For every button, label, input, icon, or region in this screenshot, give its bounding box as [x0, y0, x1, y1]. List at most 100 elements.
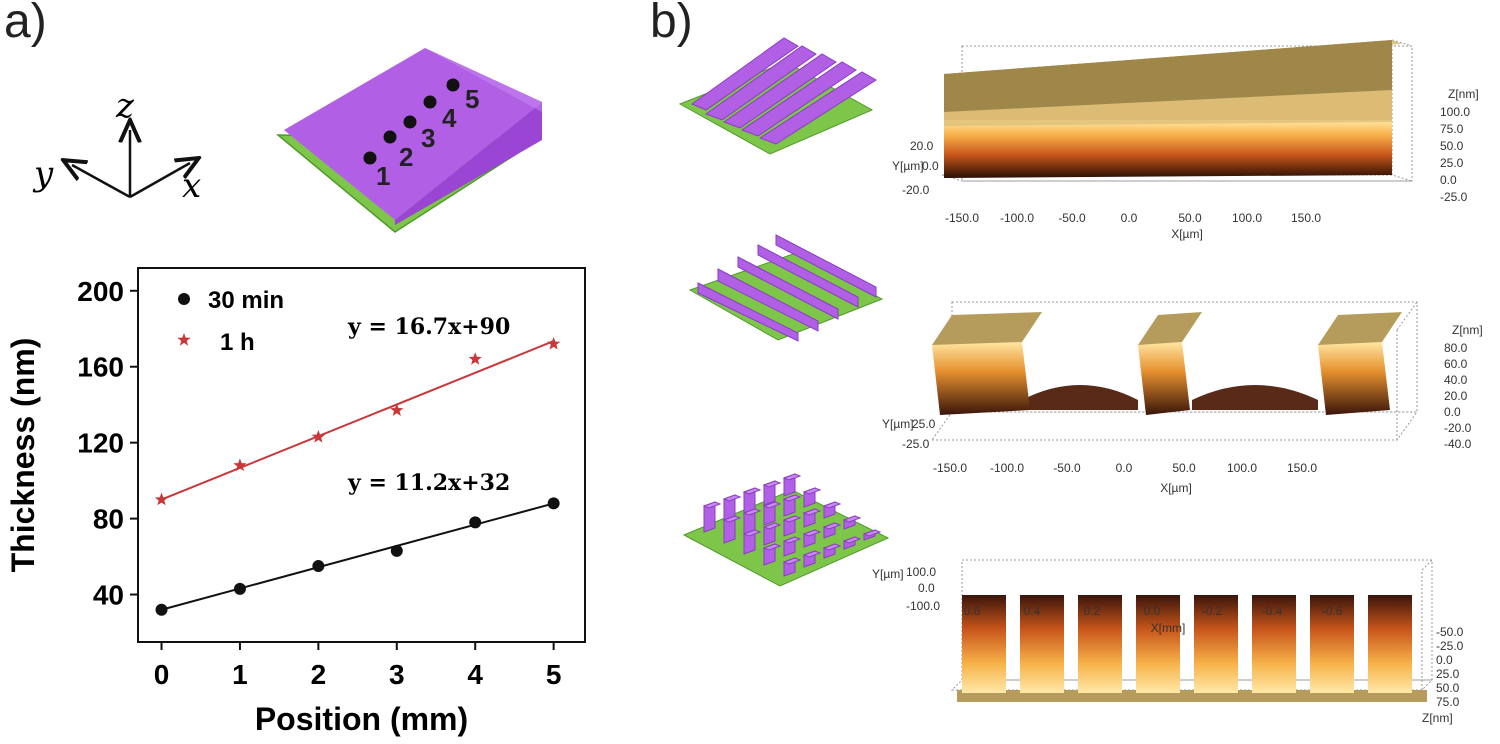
afm-x-tick: 50.0	[1172, 461, 1196, 475]
afm-z-tick: -25.0	[1436, 639, 1464, 653]
afm-x-tick: -0.4	[1262, 604, 1283, 618]
afm-y-tick: 0.0	[922, 159, 939, 173]
afm-z-tick: 40.0	[1444, 373, 1468, 387]
y-axis-arrow	[72, 165, 131, 199]
afm-z-tick: 25.0	[1440, 156, 1464, 170]
x-tick-label: 2	[311, 659, 327, 690]
legend-label-1h: 1 h	[220, 329, 255, 356]
legend-marker-30min	[178, 293, 190, 305]
afm-pillar	[962, 595, 1006, 693]
x-axis-arrow	[129, 163, 190, 199]
afm-x-tick: 0.0	[1116, 461, 1133, 475]
thickness-vs-position-chart: 0 1 2 3 4 5 40 80 120 160 200 Thickness (nm) Posit…	[5, 267, 586, 737]
afm-ridge	[932, 342, 1030, 415]
afm-ridge	[1318, 342, 1390, 415]
afm-pillar	[1310, 595, 1354, 693]
legend: 30 min 1 h	[177, 287, 284, 356]
pattern-schematic-lines	[688, 234, 884, 342]
afm-x-tick: -0.2	[1202, 604, 1223, 618]
afm-z-tick: -50.0	[1436, 625, 1464, 639]
z-axis-label: z	[115, 86, 135, 126]
afm-plot-slope: -150.0 -100.0 -50.0 0.0 50.0 100.0 150.0 X[µm] 2…	[892, 39, 1479, 241]
afm-y-unit: Y[µm]	[892, 159, 924, 173]
afm-x-tick: -0.6	[1322, 604, 1343, 618]
afm-z-tick: 0.0	[1436, 653, 1453, 667]
afm-x-tick: 0.4	[1024, 604, 1041, 618]
fit-equation-30min: y = 11.2x+32	[347, 470, 510, 496]
afm-z-tick: -25.0	[1440, 190, 1468, 204]
afm-plot-lines: -150.0 -100.0 -50.0 0.0 50.0 100.0 150.0 X[µm] Y…	[882, 301, 1483, 495]
afm-pillar	[1136, 595, 1180, 693]
x-axis-title: Position (mm)	[255, 701, 468, 737]
afm-x-unit: X[mm]	[1151, 621, 1186, 635]
x-tick-label: 5	[546, 659, 562, 690]
afm-x-unit: X[µm]	[1171, 227, 1203, 241]
x-tick-label: 4	[467, 659, 483, 690]
data-point-1h	[154, 492, 169, 506]
afm-z-unit: Z[nm]	[1422, 711, 1453, 725]
afm-pillar	[1078, 595, 1122, 693]
afm-x-tick: 0.2	[1084, 604, 1101, 618]
afm-trench	[1022, 385, 1138, 410]
afm-z-tick: 75.0	[1440, 122, 1464, 136]
data-point-1h	[311, 430, 325, 443]
data-point-1h	[468, 352, 482, 365]
afm-pillar	[1194, 595, 1238, 693]
y-tick-label: 160	[77, 352, 124, 383]
afm-y-unit: Y[µm]	[872, 567, 904, 581]
afm-y-tick: -25.0	[902, 437, 930, 451]
y-tick-label: 80	[93, 504, 124, 535]
afm-pillar	[1368, 595, 1412, 693]
data-point-30min	[312, 560, 325, 573]
afm-z-tick: 80.0	[1444, 341, 1468, 355]
afm-z-unit: Z[nm]	[1452, 323, 1483, 337]
afm-z-unit: Z[nm]	[1448, 87, 1479, 101]
afm-x-tick: -100.0	[990, 461, 1024, 475]
afm-z-tick: 60.0	[1444, 357, 1468, 371]
afm-y-tick: 20.0	[910, 139, 934, 153]
afm-x-tick: 50.0	[1178, 211, 1202, 225]
afm-y-tick: -100.0	[906, 599, 940, 613]
afm-z-tick: 75.0	[1436, 695, 1460, 709]
afm-x-tick: -50.0	[1053, 461, 1081, 475]
panel-a-label: a)	[4, 0, 47, 48]
afm-pillar	[1020, 595, 1064, 693]
afm-x-tick: -150.0	[945, 211, 979, 225]
afm-x-tick: 150.0	[1287, 461, 1317, 475]
fit-equation-1h: y = 16.7x+90	[347, 314, 510, 340]
xyz-axes-diagram: z y x	[32, 86, 220, 206]
panel-b-label: b)	[650, 0, 693, 48]
afm-x-tick: -100.0	[1000, 211, 1034, 225]
afm-z-tick: -40.0	[1444, 437, 1472, 451]
afm-z-tick: 50.0	[1436, 681, 1460, 695]
point-label-4: 4	[442, 103, 457, 133]
data-point-30min	[547, 497, 560, 510]
afm-x-tick: 100.0	[1232, 211, 1262, 225]
afm-z-tick: -20.0	[1444, 421, 1472, 435]
afm-z-tick: 25.0	[1436, 667, 1460, 681]
fit-line	[161, 502, 554, 611]
afm-z-tick: 100.0	[1440, 105, 1470, 119]
point-label-3: 3	[421, 123, 435, 153]
point-label-5: 5	[465, 84, 479, 114]
point-label-2: 2	[399, 142, 413, 172]
slope-film-sample: 1 2 3 4 5	[275, 48, 542, 233]
data-point-30min	[390, 544, 403, 557]
x-tick-label: 1	[232, 659, 248, 690]
afm-y-tick: 100.0	[906, 565, 936, 579]
fit-line	[161, 340, 555, 501]
x-tick-label: 3	[389, 659, 405, 690]
afm-x-unit: X[µm]	[1160, 481, 1192, 495]
afm-y-tick: -20.0	[902, 183, 930, 197]
pattern-schematic-ridges	[678, 37, 877, 155]
afm-pillar	[1252, 595, 1296, 693]
afm-y-tick: 0.0	[918, 581, 935, 595]
afm-base	[957, 690, 1427, 702]
afm-x-tick: 100.0	[1227, 461, 1257, 475]
afm-x-tick: -150.0	[933, 461, 967, 475]
afm-plot-pillars: 0.6 0.4 0.2 0.0 -0.2 -0.4 -0.6 X[mm] Y[µm] 100.0 0…	[872, 559, 1464, 725]
y-tick-label: 200	[77, 276, 124, 307]
data-point-30min	[233, 582, 246, 595]
legend-marker-1h	[177, 333, 191, 346]
data-point-1h	[390, 403, 404, 416]
